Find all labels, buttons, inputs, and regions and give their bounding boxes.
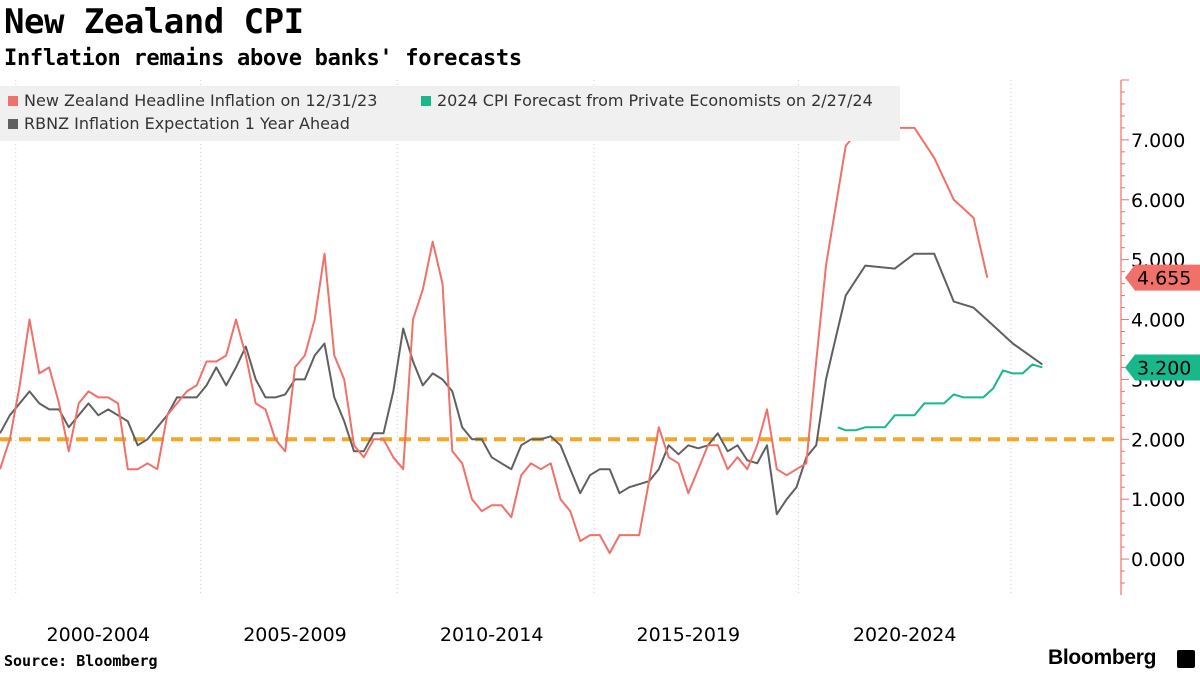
chart-title: New Zealand CPI — [4, 2, 304, 42]
chart-subtitle: Inflation remains above banks' forecasts — [4, 46, 522, 71]
x-tick-label-2: 2010-2014 — [440, 624, 544, 646]
legend-label-rbnz: RBNZ Inflation Expectation 1 Year Ahead — [24, 114, 350, 133]
bloomberg-logo: Bloomberg — [1048, 646, 1157, 669]
series-lines — [0, 120, 1043, 555]
y-tick-label-1: 1.000 — [1131, 489, 1185, 511]
legend-item-rbnz[interactable]: RBNZ Inflation Expectation 1 Year Ahead — [8, 114, 350, 134]
legend-label-headline: New Zealand Headline Inflation on 12/31/… — [24, 91, 378, 110]
x-gridlines — [15, 80, 1012, 595]
legend: New Zealand Headline Inflation on 12/31/… — [0, 86, 900, 141]
end-value-labels: 4.655 3.200 — [1125, 264, 1200, 381]
y-tick-label-4: 4.000 — [1131, 310, 1185, 332]
legend-item-headline[interactable]: New Zealand Headline Inflation on 12/31/… — [8, 91, 377, 111]
legend-swatch-headline — [8, 96, 18, 106]
source-note: Source: Bloomberg — [4, 652, 158, 670]
legend-label-forecast: 2024 CPI Forecast from Private Economist… — [437, 91, 873, 110]
legend-swatch-forecast — [421, 96, 431, 106]
rbnz-expectation-line — [0, 252, 1043, 516]
end-label-tag-1 — [1125, 354, 1200, 381]
headline-inflation-line — [0, 120, 989, 555]
y-tick-label-6: 6.000 — [1131, 190, 1185, 212]
private-forecast-line — [837, 363, 1043, 432]
x-tick-label-4: 2020-2024 — [853, 624, 957, 646]
x-tick-label-0: 2000-2004 — [47, 624, 151, 646]
y-tick-label-2: 2.000 — [1131, 429, 1185, 451]
y-tick-label-7: 7.000 — [1131, 130, 1185, 152]
legend-item-forecast[interactable]: 2024 CPI Forecast from Private Economist… — [421, 91, 873, 111]
x-tick-label-1: 2005-2009 — [243, 624, 347, 646]
end-label-value-0: 4.655 — [1137, 268, 1191, 290]
y-tick-label-0: 0.000 — [1131, 549, 1185, 571]
legend-swatch-rbnz — [8, 119, 18, 129]
end-label-tag-0 — [1125, 264, 1200, 291]
end-label-value-1: 3.200 — [1137, 357, 1191, 379]
x-tick-label-3: 2015-2019 — [637, 624, 741, 646]
bloomberg-terminal-icon — [1177, 650, 1195, 668]
x-axis-labels: 2000-2004 2005-2009 2010-2014 2015-2019 2020… — [47, 624, 957, 646]
